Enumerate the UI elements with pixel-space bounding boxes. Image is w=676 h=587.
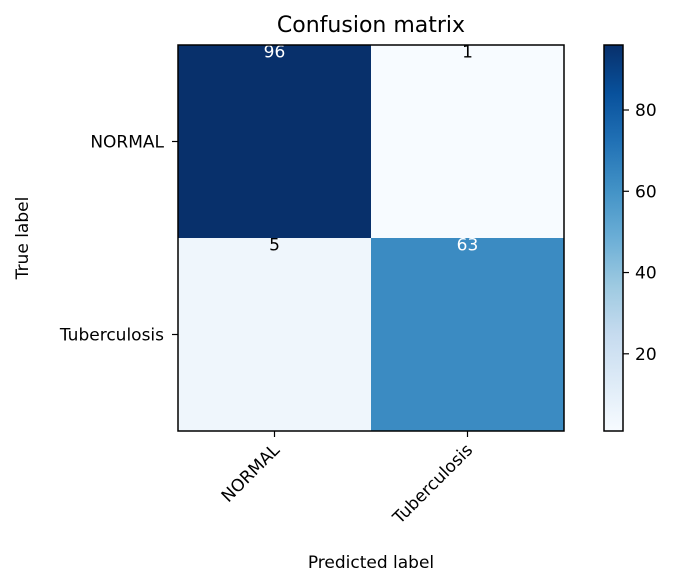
x-tick-label: NORMAL [218, 440, 285, 507]
x-tick-label: Tuberculosis [389, 440, 478, 529]
matrix-cells: 96 1 5 63 [178, 43, 564, 431]
cell-value-label: 1 [462, 43, 473, 63]
cell-value-label: 63 [457, 236, 479, 256]
matrix-cell [371, 238, 564, 431]
y-axis-ticks: NORMAL Tuberculosis [59, 133, 178, 346]
colorbar: 20 40 60 80 [603, 44, 657, 432]
matrix-cell [371, 45, 564, 238]
cell-value-label: 96 [264, 43, 286, 63]
colorbar-tick-label: 60 [635, 182, 657, 202]
x-axis-label: Predicted label [308, 553, 434, 573]
colorbar-tick-label: 40 [635, 264, 657, 284]
colorbar-ticks: 20 40 60 80 [623, 101, 657, 365]
colorbar-tick-label: 20 [635, 345, 657, 365]
cell-value-label: 5 [269, 236, 280, 256]
matrix-cell [178, 45, 371, 238]
y-axis-label: True label [13, 197, 33, 281]
y-tick-label: Tuberculosis [59, 326, 164, 346]
colorbar-frame [603, 44, 624, 432]
colorbar-gradient [604, 45, 623, 431]
plot-frame [177, 44, 565, 432]
colorbar-tick-label: 80 [635, 101, 657, 121]
y-tick-label: NORMAL [90, 133, 164, 153]
x-axis-ticks: NORMAL Tuberculosis [218, 431, 477, 529]
matrix-cell [178, 238, 371, 431]
chart-title: Confusion matrix [277, 13, 465, 38]
